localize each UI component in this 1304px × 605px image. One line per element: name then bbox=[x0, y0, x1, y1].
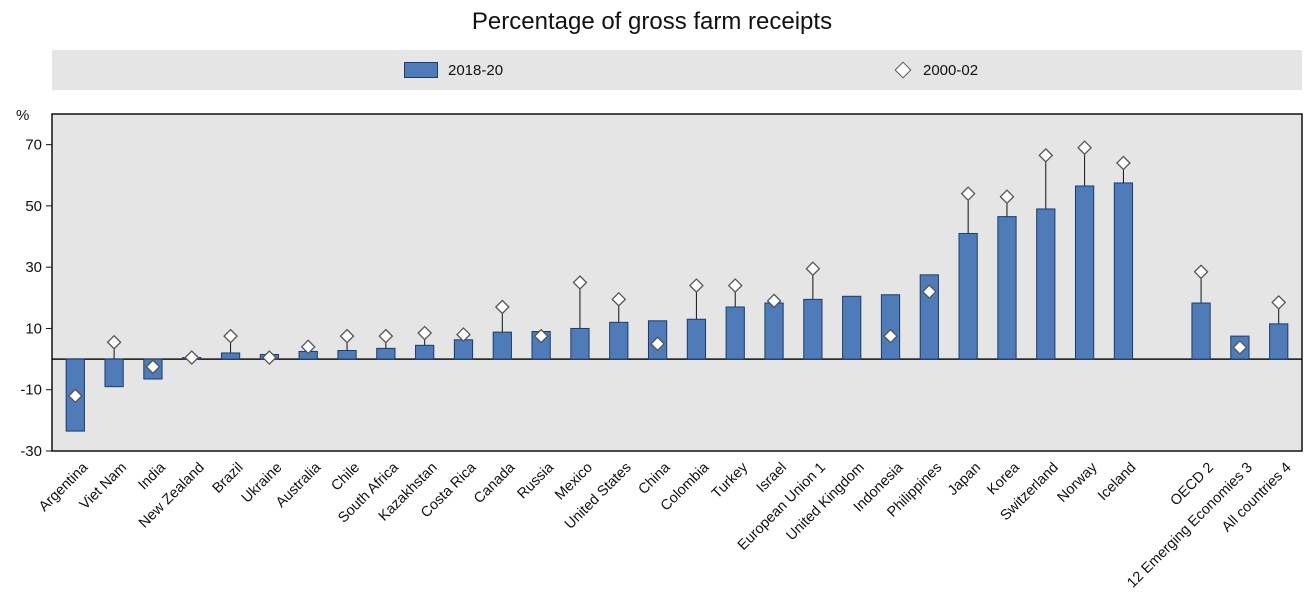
marker-2000-02 bbox=[1077, 140, 1093, 156]
x-tick-label: Turkey bbox=[709, 459, 752, 502]
legend-item-2000-02: 2000-02 bbox=[894, 50, 978, 90]
marker-2000-02 bbox=[650, 336, 666, 352]
x-tick-label: Chile bbox=[328, 460, 363, 495]
legend-swatch-bar bbox=[404, 62, 438, 78]
marker-2000-02 bbox=[145, 359, 161, 375]
x-tick-label: Japan bbox=[945, 460, 984, 499]
marker-2000-02 bbox=[456, 327, 471, 343]
bar-2018-20 bbox=[415, 344, 435, 360]
bar-2018-20 bbox=[492, 331, 512, 360]
legend-item-2018-20: 2018-20 bbox=[404, 50, 503, 90]
marker-2000-02 bbox=[261, 350, 277, 365]
marker-2000-02 bbox=[805, 261, 821, 277]
y-tick-label: -10 bbox=[20, 382, 42, 399]
marker-2000-02 bbox=[1232, 340, 1248, 355]
bar-2018-20 bbox=[842, 295, 862, 360]
marker-2000-02 bbox=[417, 325, 433, 341]
marker-layer bbox=[67, 140, 1287, 404]
bar-2018-20 bbox=[376, 347, 396, 360]
marker-2000-02 bbox=[67, 388, 83, 404]
marker-2000-02 bbox=[106, 334, 122, 350]
bar-2018-20 bbox=[1269, 323, 1289, 360]
x-tick-label: Iceland bbox=[1095, 460, 1139, 504]
x-tick-label: Brazil bbox=[210, 460, 247, 497]
bar-2018-20 bbox=[958, 232, 978, 360]
marker-2000-02 bbox=[300, 339, 316, 355]
y-tick-label: -30 bbox=[20, 443, 42, 460]
y-axis-unit-label: % bbox=[16, 107, 29, 124]
bar-2018-20 bbox=[919, 274, 939, 360]
y-tick-label: 30 bbox=[25, 259, 42, 276]
bar-2018-20 bbox=[220, 352, 241, 360]
chart-title: Percentage of gross farm receipts bbox=[471, 8, 833, 35]
bar-2018-20 bbox=[803, 298, 823, 360]
y-tick-label: 70 bbox=[25, 137, 42, 154]
bar-layer bbox=[65, 147, 1289, 432]
marker-2000-02 bbox=[1038, 147, 1054, 163]
marker-2000-02 bbox=[1271, 294, 1287, 310]
bar-2018-20 bbox=[609, 321, 629, 360]
marker-2000-02 bbox=[1193, 264, 1209, 280]
x-tick-label: All countries 4 bbox=[1219, 460, 1295, 536]
x-tick-label: Israel bbox=[754, 460, 790, 496]
bar-2018-20 bbox=[104, 358, 124, 388]
marker-2000-02 bbox=[921, 284, 937, 300]
bar-2018-20 bbox=[1036, 208, 1056, 360]
marker-2000-02 bbox=[572, 275, 588, 290]
marker-2000-02 bbox=[223, 328, 238, 344]
marker-2000-02 bbox=[184, 350, 200, 365]
x-tick-label: Canada bbox=[471, 459, 519, 507]
bar-2018-20 bbox=[1191, 302, 1211, 360]
bar-2018-20 bbox=[570, 327, 590, 360]
marker-2000-02 bbox=[1116, 155, 1131, 171]
marker-2000-02 bbox=[378, 328, 394, 344]
bar-2018-20 bbox=[453, 339, 474, 360]
y-tick-label: 10 bbox=[25, 320, 42, 337]
x-tick-label: Norway bbox=[1055, 459, 1102, 506]
marker-2000-02 bbox=[883, 328, 898, 344]
bar-2018-20 bbox=[337, 350, 357, 360]
bar-2018-20 bbox=[1074, 185, 1095, 360]
marker-2000-02 bbox=[533, 328, 549, 344]
marker-2000-02 bbox=[960, 186, 976, 202]
marker-2000-02 bbox=[494, 299, 510, 315]
bar-2018-20 bbox=[764, 302, 784, 360]
marker-2000-02 bbox=[766, 293, 782, 309]
x-tick-label: Russia bbox=[514, 459, 557, 502]
y-tick-label: 50 bbox=[25, 198, 42, 215]
bar-2018-20 bbox=[686, 318, 707, 360]
marker-2000-02 bbox=[727, 278, 743, 293]
legend-label-2000-02: 2000-02 bbox=[923, 61, 979, 79]
legend-label-2018-20: 2018-20 bbox=[448, 61, 504, 79]
marker-2000-02 bbox=[999, 189, 1015, 205]
bar-2018-20 bbox=[997, 216, 1017, 360]
bar-2018-20 bbox=[1113, 182, 1134, 360]
bar-2018-20 bbox=[880, 294, 901, 360]
bar-2018-20 bbox=[725, 306, 745, 360]
x-tick-label: India bbox=[135, 459, 169, 493]
marker-2000-02 bbox=[688, 278, 704, 293]
marker-2000-02 bbox=[339, 328, 355, 344]
legend: 2018-20 2000-02 bbox=[52, 50, 1302, 90]
marker-2000-02 bbox=[611, 291, 627, 307]
